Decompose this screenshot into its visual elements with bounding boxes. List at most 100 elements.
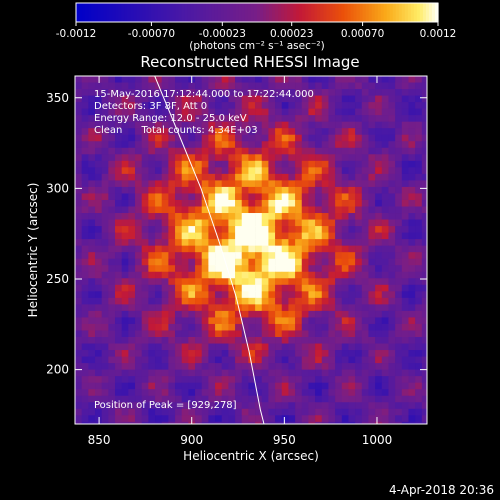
heatmap-cell	[308, 89, 316, 97]
heatmap-cell	[361, 108, 369, 116]
heatmap-cell	[175, 239, 183, 247]
heatmap-cell	[161, 232, 169, 240]
heatmap-cell	[308, 245, 316, 253]
heatmap-cell	[355, 193, 363, 201]
heatmap-cell	[415, 323, 423, 331]
heatmap-cell	[328, 115, 336, 123]
heatmap-cell	[168, 173, 176, 181]
heatmap-cell	[421, 206, 427, 214]
heatmap-cell	[195, 89, 203, 97]
heatmap-cell	[361, 408, 369, 416]
heatmap-cell	[295, 167, 303, 175]
heatmap-cell	[308, 258, 316, 266]
heatmap-cell	[315, 343, 323, 351]
heatmap-cell	[361, 147, 369, 155]
heatmap-cell	[348, 297, 356, 305]
heatmap-cell	[281, 297, 289, 305]
heatmap-cell	[421, 265, 427, 273]
heatmap-cell	[235, 265, 243, 273]
heatmap-cell	[81, 173, 89, 181]
heatmap-cell	[368, 408, 376, 416]
heatmap-cell	[375, 363, 383, 371]
heatmap-cell	[375, 167, 383, 175]
heatmap-cell	[201, 108, 209, 116]
heatmap-cell	[388, 271, 396, 279]
heatmap-cell	[315, 271, 323, 279]
heatmap-cell	[168, 193, 176, 201]
heatmap-cell	[241, 363, 249, 371]
heatmap-cell	[321, 323, 329, 331]
heatmap-cell	[328, 160, 336, 168]
heatmap-cell	[201, 363, 209, 371]
heatmap-cell	[228, 382, 236, 390]
heatmap-cell	[301, 297, 309, 305]
colorbar-cell	[184, 3, 189, 22]
heatmap-cell	[141, 206, 149, 214]
heatmap-cell	[241, 310, 249, 318]
heatmap-cell	[75, 389, 82, 397]
heatmap-cell	[81, 356, 89, 364]
heatmap-cell	[201, 89, 209, 97]
heatmap-cell	[301, 415, 309, 423]
heatmap-cell	[81, 421, 89, 424]
heatmap-cell	[281, 232, 289, 240]
heatmap-cell	[355, 337, 363, 344]
heatmap-cell	[235, 160, 243, 168]
heatmap-cell	[81, 330, 89, 338]
heatmap-cell	[415, 173, 423, 181]
heatmap-cell	[95, 304, 103, 312]
heatmap-cell	[241, 408, 249, 416]
heatmap-cell	[188, 128, 196, 136]
heatmap-cell	[241, 180, 249, 188]
heatmap-cell	[161, 395, 169, 403]
colorbar-cell	[76, 3, 80, 22]
heatmap-cell	[328, 76, 336, 83]
heatmap-cell	[155, 389, 163, 397]
colorbar-cell	[91, 3, 95, 22]
heatmap-cell	[388, 402, 396, 410]
heatmap-cell	[395, 415, 403, 423]
heatmap-cell	[328, 389, 336, 397]
heatmap-cell	[381, 89, 389, 97]
heatmap-cell	[108, 258, 116, 266]
heatmap-cell	[121, 395, 129, 403]
heatmap-cell	[381, 395, 389, 403]
heatmap-cell	[295, 186, 303, 194]
heatmap-cell	[255, 297, 263, 305]
heatmap-cell	[268, 121, 276, 129]
heatmap-cell	[108, 89, 116, 97]
heatmap-cell	[228, 350, 236, 358]
heatmap-cell	[415, 180, 423, 188]
heatmap-cell	[355, 82, 363, 90]
heatmap-cell	[355, 350, 363, 358]
heatmap-cell	[121, 323, 129, 331]
heatmap-cell	[381, 369, 389, 377]
heatmap-cell	[101, 102, 109, 110]
heatmap-cell	[135, 115, 143, 123]
heatmap-cell	[81, 297, 89, 305]
heatmap-cell	[161, 415, 169, 423]
heatmap-cell	[268, 232, 276, 240]
heatmap-cell	[355, 317, 363, 325]
heatmap-cell	[215, 76, 223, 83]
heatmap-cell	[248, 206, 256, 214]
heatmap-cell	[261, 232, 269, 240]
heatmap-cell	[121, 213, 129, 221]
heatmap-cell	[155, 323, 163, 331]
heatmap-cell	[348, 310, 356, 318]
heatmap-cell	[175, 252, 183, 260]
heatmap-cell	[348, 128, 356, 136]
heatmap-cell	[268, 369, 276, 377]
heatmap-cell	[235, 252, 243, 260]
heatmap-cell	[301, 206, 309, 214]
colorbar-cell	[97, 3, 101, 22]
heatmap-cell	[161, 389, 169, 397]
heatmap-cell	[281, 180, 289, 188]
heatmap-cell	[221, 239, 229, 247]
heatmap-cell	[241, 350, 249, 358]
heatmap-cell	[328, 395, 336, 403]
heatmap-cell	[381, 245, 389, 253]
heatmap-cell	[261, 193, 269, 201]
heatmap-cell	[321, 180, 329, 188]
colorbar-cell	[82, 3, 86, 22]
